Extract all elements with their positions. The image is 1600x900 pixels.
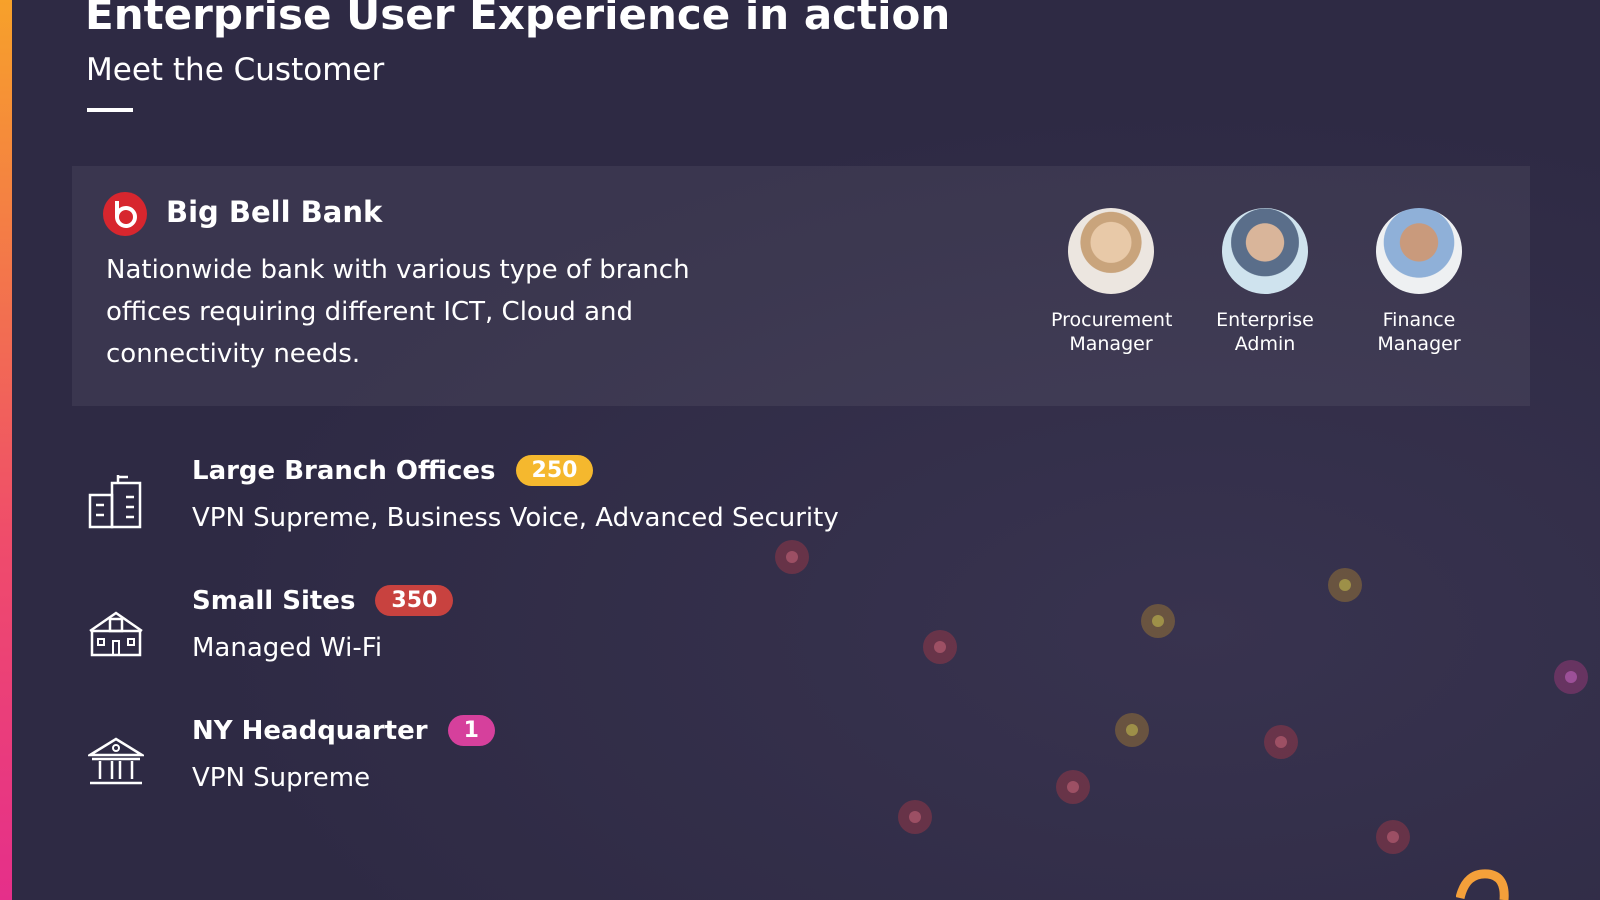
site-count: 1	[447, 715, 495, 746]
site-icon	[88, 737, 144, 785]
map-dot	[923, 630, 957, 664]
site-services: VPN Supreme	[192, 763, 371, 793]
accent-bar	[0, 0, 12, 900]
site-heading: Small Sites 350	[192, 585, 454, 616]
site-count: 350	[375, 585, 454, 616]
site-icon	[89, 611, 143, 657]
map-dot	[1056, 770, 1090, 804]
avatar	[1376, 208, 1462, 294]
map-dot	[898, 800, 932, 834]
site-name: NY Headquarter	[192, 715, 428, 746]
map-dot	[775, 540, 809, 574]
site-heading: NY Headquarter 1	[192, 715, 495, 746]
avatar	[1222, 208, 1308, 294]
persona-label: Procurement Manager	[1051, 309, 1173, 355]
persona: Finance Manager	[1348, 208, 1490, 356]
persona-label: Enterprise Admin	[1216, 309, 1314, 355]
site-name: Large Branch Offices	[192, 455, 496, 486]
site-name: Small Sites	[192, 585, 356, 616]
site-icon	[88, 475, 142, 529]
map-dot	[1264, 725, 1298, 759]
site-heading: Large Branch Offices 250	[192, 455, 594, 486]
persona-label: Finance Manager	[1377, 309, 1461, 355]
avatar	[1068, 208, 1154, 294]
persona: Enterprise Admin	[1194, 208, 1336, 356]
site-count: 250	[515, 455, 594, 486]
persona: Procurement Manager	[1040, 208, 1182, 356]
map-dot	[1141, 604, 1175, 638]
subtitle: Meet the Customer	[86, 52, 385, 88]
customer-name: Big Bell Bank	[166, 195, 383, 229]
persona-list: Procurement Manager Enterprise Admin Finan…	[1040, 208, 1490, 356]
map-dot	[1115, 713, 1149, 747]
title: Enterprise User Experience in action	[85, 0, 951, 39]
map-dot	[1376, 820, 1410, 854]
bank-logo	[103, 192, 147, 236]
site-services: Managed Wi-Fi	[192, 633, 383, 663]
customer-description: Nationwide bank with various type of bra…	[106, 255, 690, 369]
map-dot	[1554, 660, 1588, 694]
map-dot	[1328, 568, 1362, 602]
brand-mark	[1456, 869, 1509, 900]
title-rule	[87, 108, 133, 112]
site-services: VPN Supreme, Business Voice, Advanced Se…	[192, 503, 839, 533]
